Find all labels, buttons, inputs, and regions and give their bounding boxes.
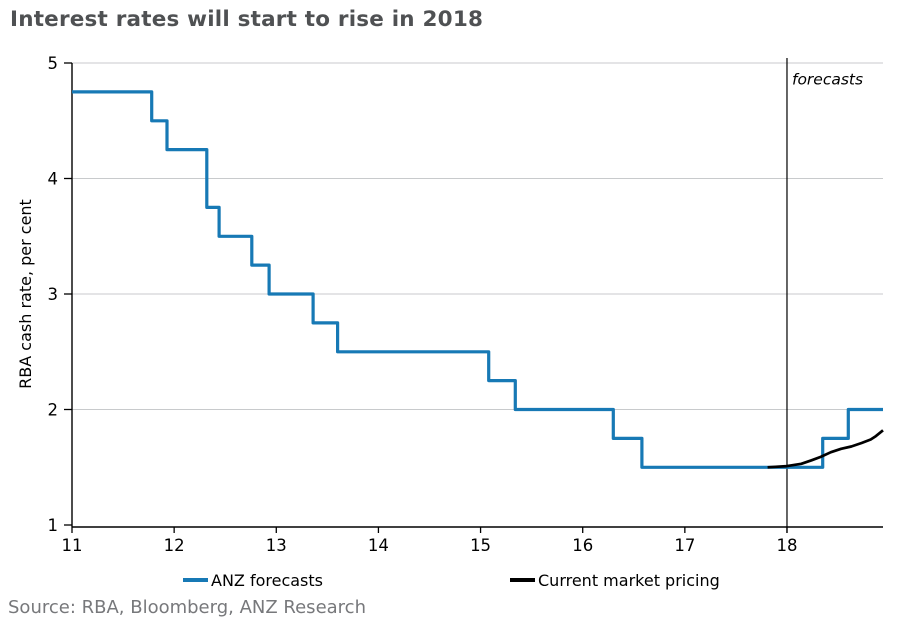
chart-legend: ANZ forecasts Current market pricing <box>0 568 914 592</box>
x-tick-label: 18 <box>776 536 797 555</box>
y-tick-label: 5 <box>48 54 59 73</box>
x-tick-label: 17 <box>674 536 695 555</box>
legend-item-current-market-pricing: Current market pricing <box>510 568 720 592</box>
x-tick-label: 15 <box>470 536 491 555</box>
y-tick-label: 4 <box>48 170 59 189</box>
legend-label: Current market pricing <box>538 570 720 590</box>
x-tick-label: 14 <box>368 536 389 555</box>
x-tick-label: 12 <box>164 536 185 555</box>
source-caption: Source: RBA, Bloomberg, ANZ Research <box>8 597 366 618</box>
x-tick-label: 11 <box>62 536 83 555</box>
legend-item-anz-forecasts: ANZ forecasts <box>183 568 323 592</box>
y-axis-title: RBA cash rate, per cent <box>16 199 35 389</box>
y-tick-label: 1 <box>48 516 59 535</box>
chart-title: Interest rates will start to rise in 201… <box>10 7 484 32</box>
x-tick-label: 13 <box>266 536 287 555</box>
y-tick-label: 3 <box>48 285 59 304</box>
current-market-pricing-swatch <box>510 578 535 582</box>
y-tick-label: 2 <box>48 401 59 420</box>
series-current-market-pricing <box>767 429 884 469</box>
anz-forecasts-swatch <box>183 578 208 582</box>
legend-label: ANZ forecasts <box>211 570 323 590</box>
x-tick-label: 16 <box>572 536 593 555</box>
forecasts-annotation: forecasts <box>792 70 863 88</box>
series-anz-forecasts <box>72 90 883 469</box>
